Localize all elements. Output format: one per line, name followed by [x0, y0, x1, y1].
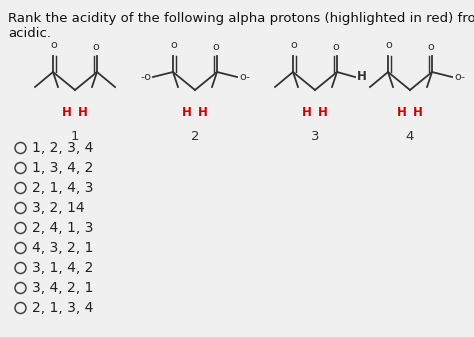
Text: H: H: [78, 106, 88, 119]
Text: 2, 1, 3, 4: 2, 1, 3, 4: [32, 301, 93, 315]
Text: H: H: [302, 106, 312, 119]
Text: o: o: [171, 40, 177, 50]
Text: o: o: [333, 42, 339, 52]
Text: 3, 1, 4, 2: 3, 1, 4, 2: [32, 261, 93, 275]
Text: 1, 3, 4, 2: 1, 3, 4, 2: [32, 161, 93, 175]
Text: 3, 4, 2, 1: 3, 4, 2, 1: [32, 281, 93, 295]
Text: 2: 2: [191, 130, 199, 143]
Text: 2, 1, 4, 3: 2, 1, 4, 3: [32, 181, 93, 195]
Text: 2, 4, 1, 3: 2, 4, 1, 3: [32, 221, 93, 235]
Text: H: H: [62, 106, 72, 119]
Text: H: H: [357, 69, 367, 83]
Text: H: H: [413, 106, 423, 119]
Text: 1: 1: [71, 130, 79, 143]
Text: 4, 3, 2, 1: 4, 3, 2, 1: [32, 241, 93, 255]
Text: 1, 2, 3, 4: 1, 2, 3, 4: [32, 141, 93, 155]
Text: H: H: [182, 106, 192, 119]
Text: o: o: [51, 40, 57, 50]
Text: o: o: [386, 40, 392, 50]
Text: o-: o-: [239, 72, 250, 82]
Text: H: H: [318, 106, 328, 119]
Text: o-: o-: [454, 72, 465, 82]
Text: o: o: [291, 40, 297, 50]
Text: Rank the acidity of the following alpha protons (highlighted in red) from most a: Rank the acidity of the following alpha …: [8, 12, 474, 25]
Text: o: o: [92, 42, 100, 52]
Text: 4: 4: [406, 130, 414, 143]
Text: -o: -o: [140, 72, 151, 82]
Text: o: o: [213, 42, 219, 52]
Text: 3, 2, 14: 3, 2, 14: [32, 201, 85, 215]
Text: H: H: [198, 106, 208, 119]
Text: acidic.: acidic.: [8, 27, 51, 40]
Text: o: o: [428, 42, 434, 52]
Text: 3: 3: [311, 130, 319, 143]
Text: H: H: [397, 106, 407, 119]
